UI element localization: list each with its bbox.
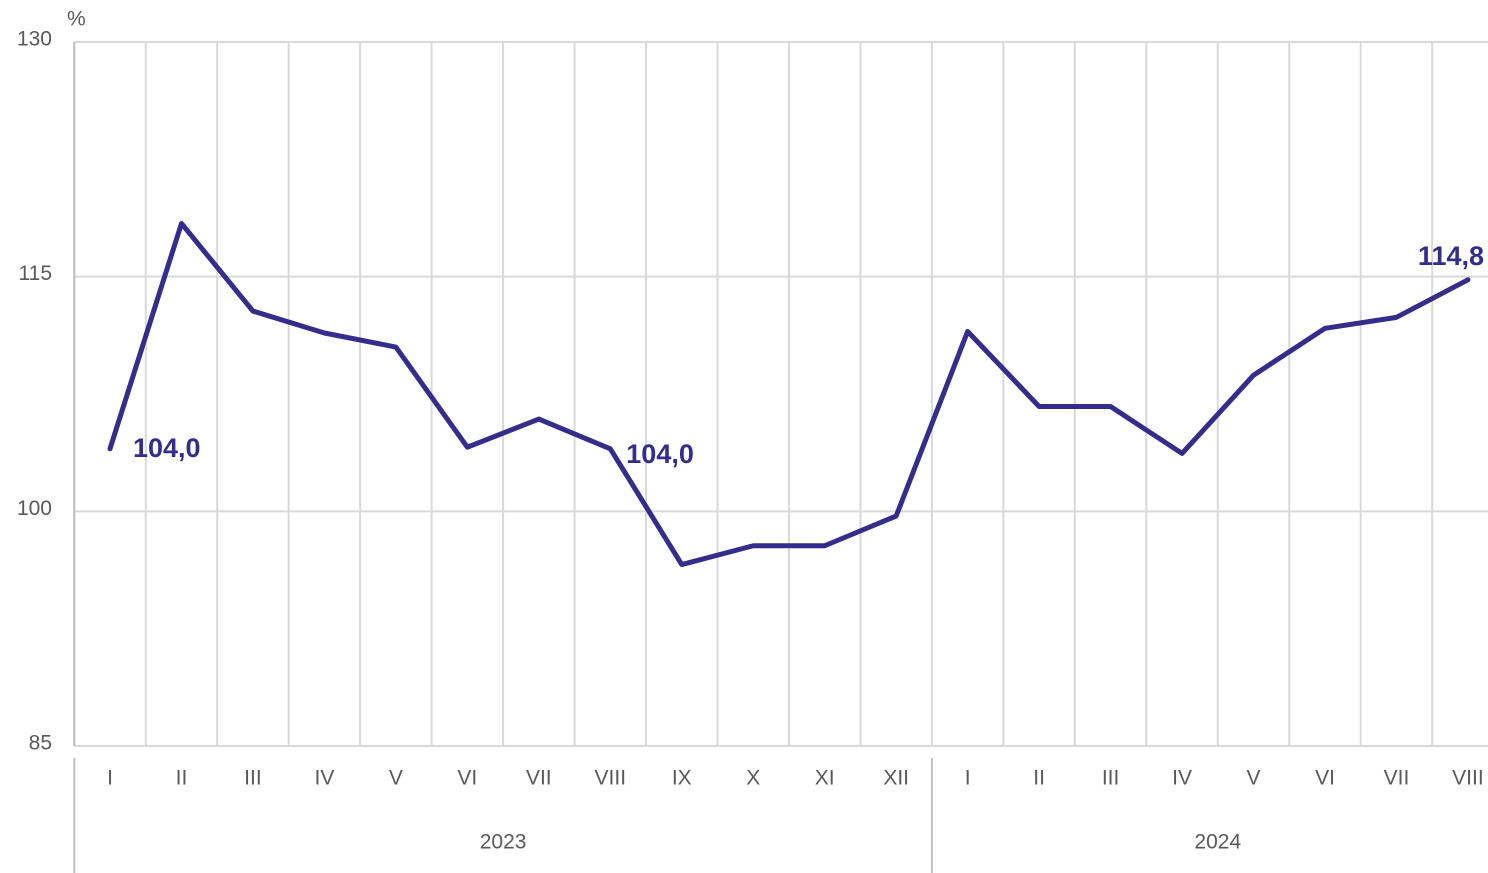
x-tick-label: III (1102, 767, 1120, 790)
y-tick-label: 85 (29, 732, 52, 755)
x-tick-label: I (965, 767, 971, 790)
group-label: 2024 (1194, 831, 1241, 854)
y-tick-label: 115 (19, 262, 52, 285)
x-tick-label: V (1247, 767, 1261, 790)
x-tick-label: VIII (595, 767, 627, 790)
x-tick-label: III (244, 767, 262, 790)
data-label: 104,0 (133, 433, 201, 463)
x-tick-label: IV (1172, 767, 1192, 790)
x-tick-label: VI (457, 767, 477, 790)
x-tick-label: IX (672, 767, 692, 790)
y-axis-label: % (67, 8, 86, 31)
y-tick-label: 100 (17, 497, 52, 520)
x-tick-label: IV (314, 767, 334, 790)
data-label: 104,0 (626, 439, 694, 469)
line-series (107, 220, 1471, 568)
group-label: 2023 (480, 831, 527, 854)
x-tick-label: XI (815, 767, 835, 790)
x-tick-label: I (107, 767, 113, 790)
x-tick-label: II (176, 767, 188, 790)
x-tick-label: VI (1315, 767, 1335, 790)
y-tick-label: 130 (17, 28, 52, 51)
x-tick-label: VII (526, 767, 552, 790)
x-tick-label: X (746, 767, 760, 790)
x-tick-label: V (389, 767, 403, 790)
data-label: 114,8 (1418, 241, 1484, 271)
x-tick-label: II (1033, 767, 1045, 790)
x-tick-label: VII (1384, 767, 1410, 790)
x-tick-label: XII (883, 767, 909, 790)
x-tick-label: VIII (1452, 767, 1484, 790)
